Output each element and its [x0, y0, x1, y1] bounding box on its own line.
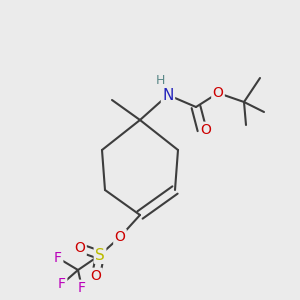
Text: H: H: [155, 74, 165, 88]
Text: O: O: [213, 86, 224, 100]
Text: S: S: [95, 248, 105, 262]
Text: N: N: [162, 88, 174, 103]
Text: F: F: [54, 251, 62, 265]
Text: F: F: [58, 277, 66, 291]
Text: F: F: [78, 281, 86, 295]
Text: O: O: [75, 241, 86, 255]
Text: O: O: [91, 269, 101, 283]
Text: O: O: [115, 230, 125, 244]
Text: O: O: [201, 123, 212, 137]
